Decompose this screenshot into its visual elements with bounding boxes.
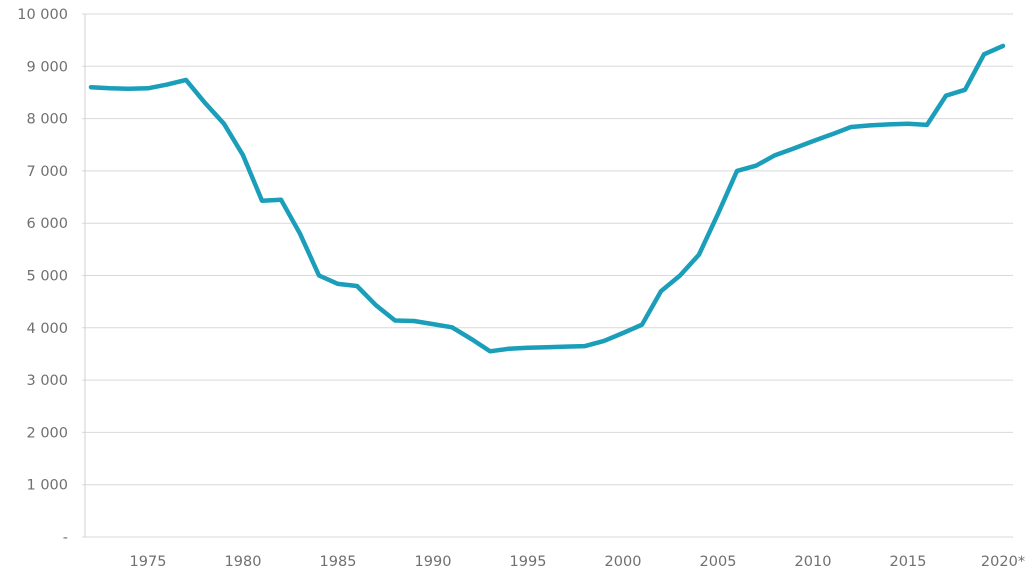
x-axis-tick-label: 1975 [130, 554, 167, 570]
y-axis-tick-label: 9 000 [26, 59, 68, 75]
x-axis-tick-label: 2015 [890, 554, 927, 570]
y-axis-group: - 1 000 2 000 3 000 4 000 5 000 6 000 7 000 8 00… [17, 7, 86, 546]
gridlines-group [82, 13, 1013, 538]
y-axis-tick-label: 6 000 [26, 216, 68, 232]
y-axis-tick-label: 5 000 [26, 269, 68, 285]
x-axis-tick-label: 2020* [981, 554, 1025, 570]
y-axis-tick-label: 1 000 [26, 478, 68, 494]
x-axis-tick-label: 2005 [700, 554, 737, 570]
x-axis-tick-label: 2010 [795, 554, 832, 570]
data-series-line [88, 43, 1006, 354]
y-axis-tick-label: 3 000 [26, 373, 68, 389]
y-axis-tick-label: 2 000 [26, 425, 68, 441]
x-axis-group: 1975 1980 1985 1990 1995 2000 2005 2010 2015 2020… [130, 554, 1026, 570]
y-axis-tick-label: 7 000 [26, 164, 68, 180]
x-axis-tick-label: 1980 [225, 554, 262, 570]
x-axis-tick-label: 2000 [605, 554, 642, 570]
y-axis-tick-label: 8 000 [26, 112, 68, 128]
y-axis-tick-label: 10 000 [17, 7, 68, 23]
y-axis-tick-label: 4 000 [26, 321, 68, 337]
x-axis-tick-label: 1985 [320, 554, 357, 570]
x-axis-tick-label: 1995 [510, 554, 547, 570]
x-axis-tick-label: 1990 [415, 554, 452, 570]
y-axis-tick-label: - [63, 530, 68, 546]
series-group [88, 43, 1006, 354]
